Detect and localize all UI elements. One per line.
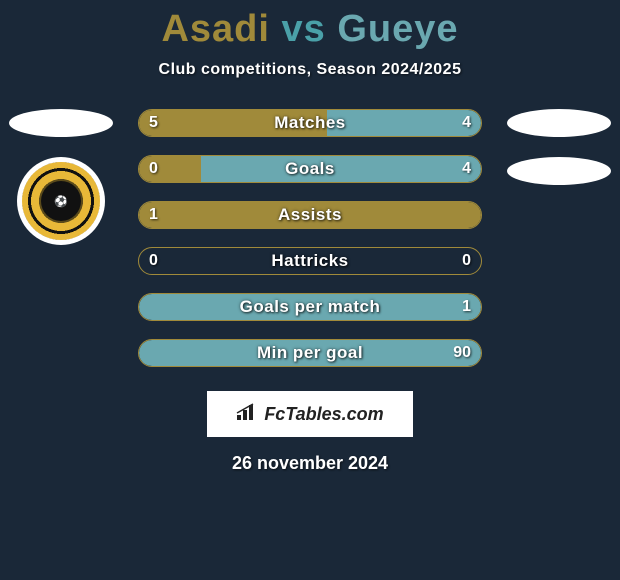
stat-label: Goals — [139, 156, 481, 182]
stat-label: Goals per match — [139, 294, 481, 320]
right-column — [504, 109, 614, 205]
attribution-text: FcTables.com — [264, 404, 383, 425]
vs-text: vs — [282, 8, 326, 50]
stat-label: Assists — [139, 202, 481, 228]
stat-value-left: 0 — [149, 248, 158, 274]
comparison-bars: Matches54Goals04Assists1Hattricks00Goals… — [138, 109, 482, 367]
stat-value-right: 90 — [453, 340, 471, 366]
stat-bar: Assists1 — [138, 201, 482, 229]
stat-label: Matches — [139, 110, 481, 136]
attribution-badge: FcTables.com — [207, 391, 413, 437]
stat-value-right: 4 — [462, 156, 471, 182]
stat-value-left: 5 — [149, 110, 158, 136]
comparison-title: Asadi vs Gueye — [0, 0, 620, 51]
player2-logo-placeholder — [507, 109, 611, 137]
stat-bar: Goals0 4 — [138, 155, 482, 183]
player2-club-placeholder — [507, 157, 611, 185]
stat-bar: Matches5 4 — [138, 109, 482, 137]
left-column: ⚽ — [6, 109, 116, 245]
stat-value-right: 1 — [462, 294, 471, 320]
stat-value-left: 0 — [149, 156, 158, 182]
stat-value-left: 1 — [149, 202, 158, 228]
player1-logo-placeholder — [9, 109, 113, 137]
snapshot-date: 26 november 2024 — [0, 453, 620, 474]
subtitle: Club competitions, Season 2024/2025 — [0, 61, 620, 79]
stat-bar: Goals per match1 — [138, 293, 482, 321]
stat-bar: Min per goal90 — [138, 339, 482, 367]
stat-label: Min per goal — [139, 340, 481, 366]
stat-value-right: 0 — [462, 248, 471, 274]
comparison-content: ⚽ Matches54Goals04Assists1Hattricks00Goa… — [0, 109, 620, 367]
player1-club-badge: ⚽ — [17, 157, 105, 245]
player2-name: Gueye — [337, 8, 458, 50]
stat-label: Hattricks — [139, 248, 481, 274]
badge-center-icon: ⚽ — [41, 181, 81, 221]
attribution-icon — [236, 403, 258, 426]
stat-bar: Hattricks0 0 — [138, 247, 482, 275]
player1-name: Asadi — [161, 8, 269, 50]
stat-value-right: 4 — [462, 110, 471, 136]
